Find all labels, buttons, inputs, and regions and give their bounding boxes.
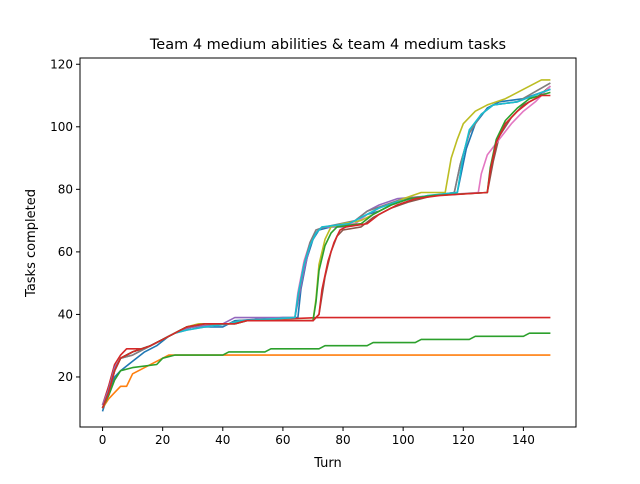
series-layer bbox=[101, 79, 551, 412]
x-axis-label: Turn bbox=[313, 456, 342, 471]
y-tick-label: 60 bbox=[58, 245, 73, 259]
y-axis-label: Tasks completed bbox=[24, 189, 39, 298]
x-tick-label: 140 bbox=[512, 433, 535, 447]
plot-frame bbox=[79, 57, 577, 428]
x-tick-label: 40 bbox=[215, 433, 230, 447]
y-tick-label: 120 bbox=[50, 57, 73, 71]
x-tick-label: 60 bbox=[275, 433, 290, 447]
y-tick-label: 80 bbox=[58, 182, 73, 196]
axes-layer: 0 20 40 60 80 100 120 140 20 40 60 80 100 120 bbox=[50, 57, 577, 447]
y-tick-label: 100 bbox=[50, 120, 73, 134]
series-line-3 bbox=[101, 332, 551, 409]
x-tick-label: 80 bbox=[335, 433, 350, 447]
x-tick-label: 100 bbox=[392, 433, 415, 447]
chart-title: Team 4 medium abilities & team 4 medium … bbox=[149, 37, 506, 53]
y-tick-label: 20 bbox=[58, 370, 73, 384]
x-tick-label: 120 bbox=[452, 433, 475, 447]
x-tick-label: 0 bbox=[99, 433, 107, 447]
y-tick-label: 40 bbox=[58, 307, 73, 321]
series-line-12 bbox=[101, 94, 551, 409]
x-tick-label: 20 bbox=[155, 433, 170, 447]
